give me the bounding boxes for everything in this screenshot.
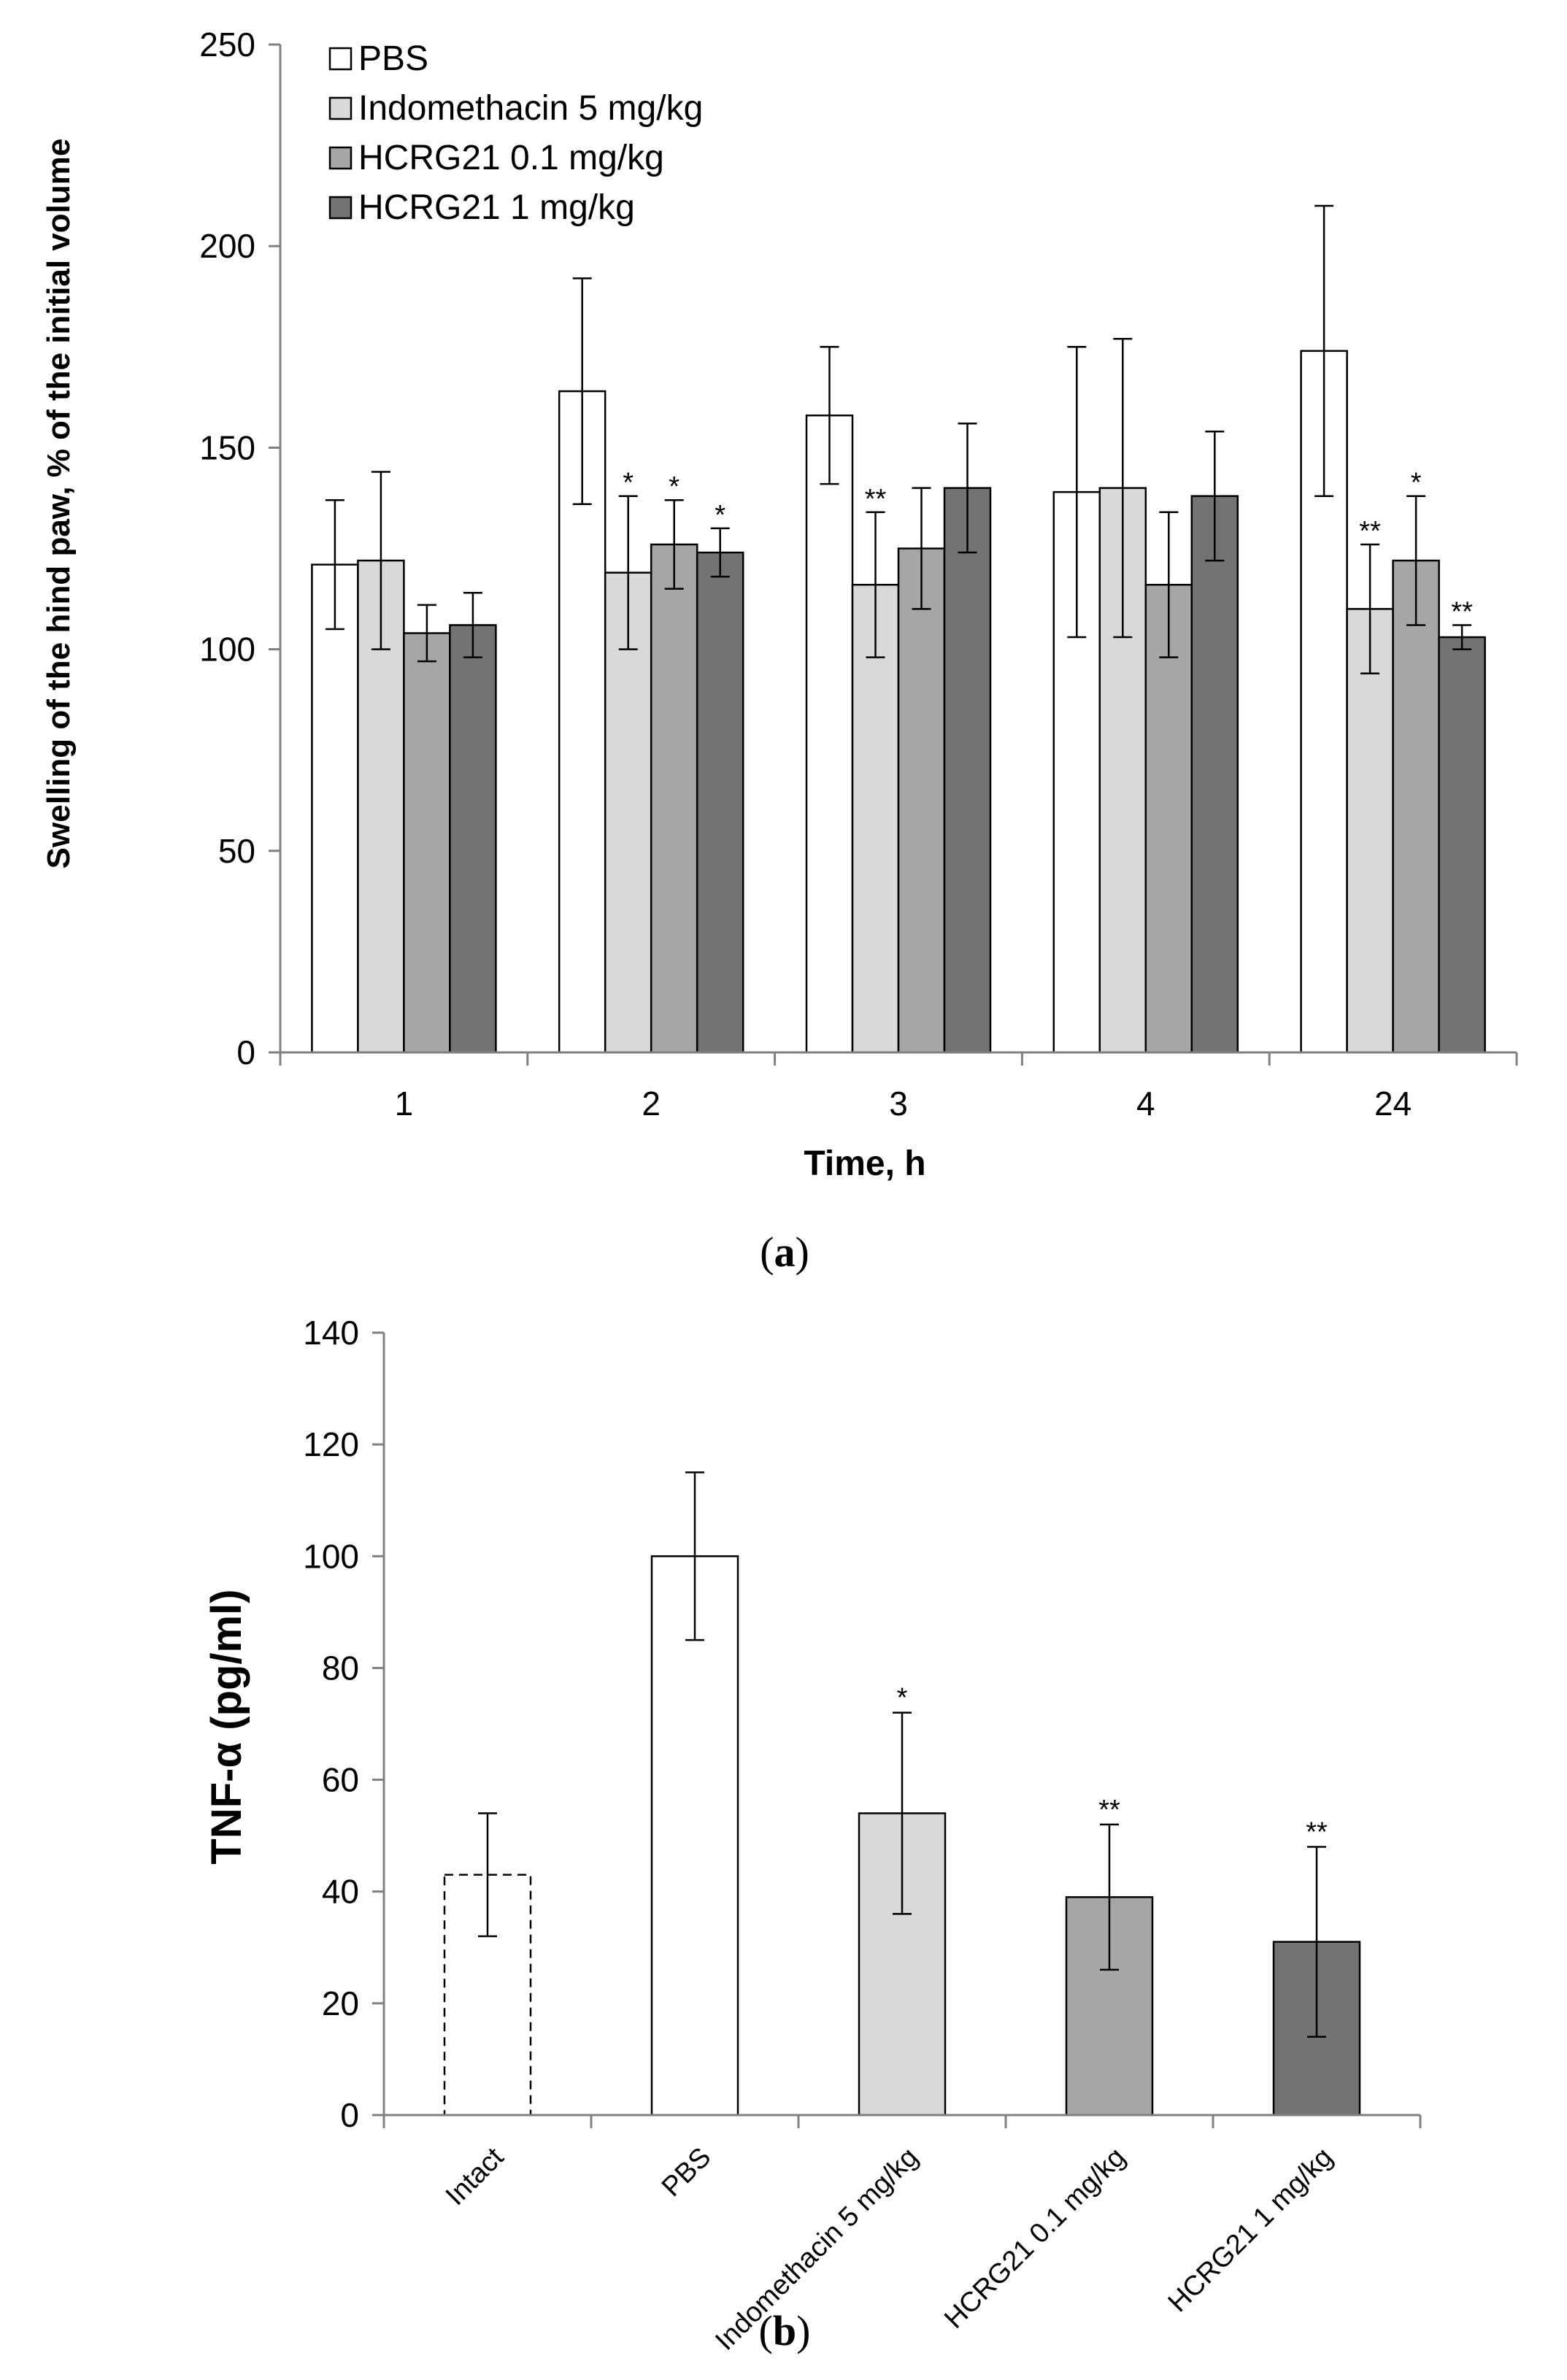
chart-a-bar: [696, 551, 744, 1054]
chart-b-ytick-label: 40: [322, 1873, 359, 1911]
chart-a-bar: [1346, 608, 1394, 1054]
chart-a-ytick-label: 100: [199, 631, 255, 669]
chart-a-xlabel: Time, h: [804, 1144, 925, 1183]
chart-b-ytick-label: 100: [303, 1537, 359, 1575]
chart-a-significance-mark: **: [865, 484, 887, 515]
chart-a-legend-label: Indomethacin 5 mg/kg: [358, 89, 703, 128]
chart-a-significance-mark: **: [1451, 596, 1473, 627]
chart-a-ytick-label: 250: [199, 26, 255, 63]
chart-a-bar: [1438, 636, 1486, 1054]
chart-a-significance-mark: *: [1411, 468, 1422, 498]
chart-a-xtick-label: 4: [1136, 1085, 1155, 1122]
chart-a-legend-swatch: [328, 196, 353, 220]
chart-b-significance-mark: *: [897, 1683, 908, 1714]
chart-a-xtick-label: 1: [395, 1085, 414, 1122]
chart-b-ytick-label: 80: [322, 1649, 359, 1687]
chart-b-panel-caption: (b): [759, 2307, 811, 2354]
chart-a-ytick-label: 50: [218, 832, 255, 870]
chart-a-significance-mark: **: [1359, 516, 1381, 547]
chart-a-xtick-label: 2: [642, 1085, 661, 1122]
chart-a-legend-swatch: [328, 47, 353, 71]
chart-a-bar: [311, 563, 359, 1054]
chart-a-legend-swatch: [328, 96, 353, 120]
chart-a-legend: PBS Indomethacin 5 mg/kg HCRG21 0.1 mg/kg H…: [328, 39, 703, 227]
chart-a-bar: [1190, 495, 1239, 1054]
chart-b-significance-mark: **: [1306, 1817, 1328, 1847]
chart-a-significance-mark: *: [715, 500, 725, 531]
chart-a-ylabel: Swelling of the hind paw, % of the initi…: [41, 139, 77, 869]
chart-a-bar: [1144, 583, 1193, 1054]
chart-a-legend-label: PBS: [358, 39, 428, 78]
chart-a-bar: [449, 624, 497, 1054]
chart-b-ytick-label: 120: [303, 1425, 359, 1463]
chart-a-xtick-label: 24: [1374, 1085, 1412, 1122]
chart-a-ytick-label: 200: [199, 227, 255, 265]
chart-a-ytick-label: 150: [199, 428, 255, 466]
chart-a-xtick-label: 3: [889, 1085, 908, 1122]
chart-a-bar: [1392, 559, 1440, 1054]
chart-a-legend-label: HCRG21 1 mg/kg: [358, 188, 635, 227]
chart-a-significance-mark: *: [669, 471, 679, 502]
chart-b-ytick-label: 60: [322, 1761, 359, 1799]
chart-b-ylabel: TNF-α (pg/ml): [203, 1589, 250, 1864]
chart-a-bar: [805, 414, 854, 1054]
chart-b-ytick-label: 140: [303, 1314, 359, 1352]
chart-a-ytick-label: 0: [236, 1033, 255, 1071]
chart-b-ytick-label: 0: [340, 2096, 359, 2134]
chart-a-significance-mark: *: [623, 468, 634, 498]
chart-a-bar: [897, 547, 946, 1054]
chart-a-bar: [943, 487, 992, 1054]
chart-b-ytick-label: 20: [322, 1984, 359, 2022]
chart-a-bar: [403, 632, 451, 1054]
chart-a: Swelling of the hind paw, % of the initi…: [41, 26, 1518, 1276]
chart-a-legend-label: HCRG21 0.1 mg/kg: [358, 139, 664, 177]
chart-b-significance-mark: **: [1098, 1795, 1120, 1825]
chart-a-panel-caption: (a): [760, 1228, 809, 1276]
chart-a-legend-swatch: [328, 146, 353, 170]
chart-a-bar: [650, 543, 698, 1054]
